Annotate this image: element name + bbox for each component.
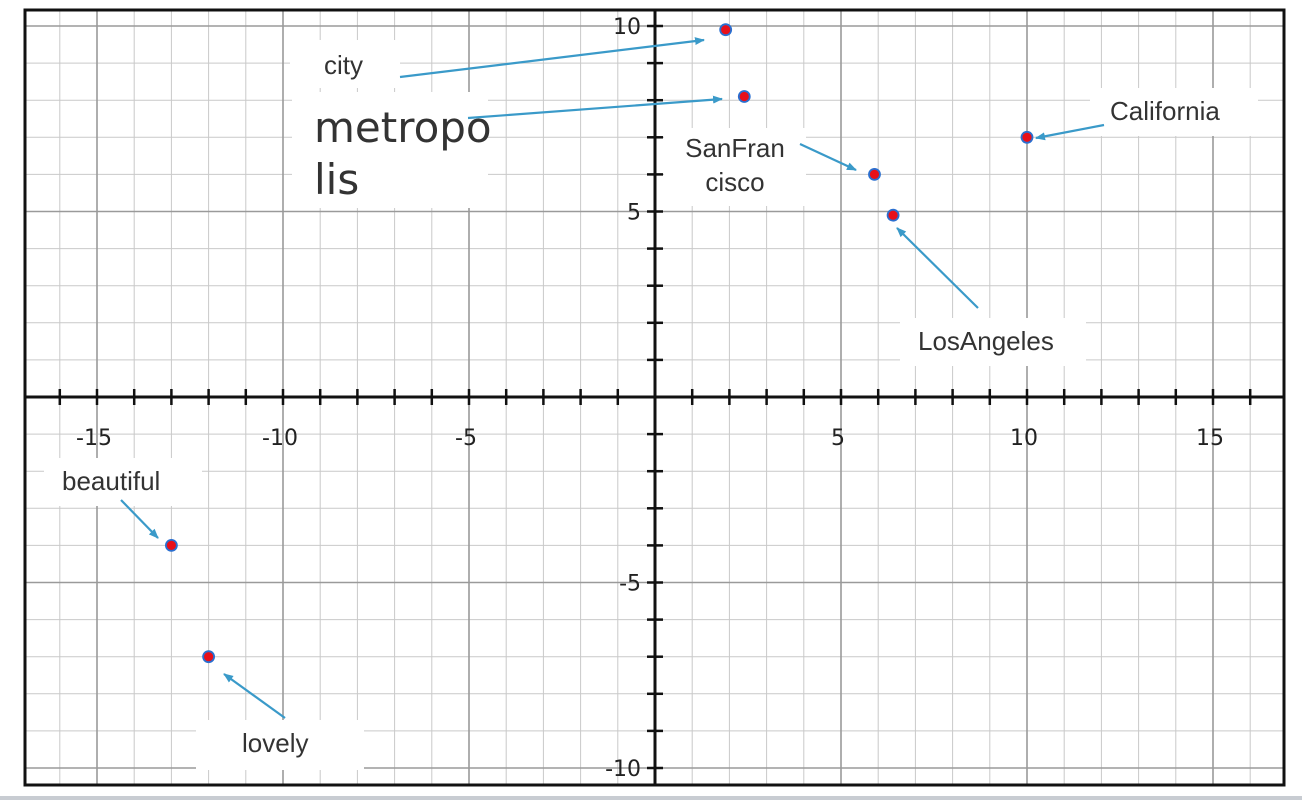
x-tick-label: -5 [455, 426, 477, 451]
data-point-city [719, 23, 733, 37]
data-point-metropolis [737, 90, 751, 103]
annotation-box-sanfrancisco [664, 128, 806, 206]
annotation-arrow-city [399, 37, 705, 79]
y-tick-label: -5 [619, 572, 641, 597]
data-point-sanfrancisco [868, 167, 881, 181]
tick-labels: -15 -10 -5 5 10 15 10 5 -5 -10 [76, 15, 1224, 782]
y-tick-label: 10 [613, 15, 641, 40]
annotation-label-losangeles: LosAngeles [918, 326, 1054, 356]
plot-frame [23, 8, 1286, 787]
annotation-box-city [290, 40, 400, 88]
annotation-label-city: city [324, 50, 363, 80]
annotation-arrow-beautiful [120, 499, 159, 539]
x-tick-label: 10 [1010, 426, 1038, 451]
y-tick-label: 5 [627, 201, 641, 226]
annotation-arrow-sanfrancisco [799, 143, 857, 171]
annotation-box-beautiful [44, 458, 202, 506]
annotation-label-metropolis: metropo [314, 103, 492, 152]
annotation-label-beautiful: beautiful [62, 466, 160, 496]
x-tick-label: 15 [1196, 426, 1224, 451]
window-bottom-edge [0, 796, 1302, 800]
annotation-label-california: California [1110, 96, 1220, 126]
data-point-losangeles [886, 208, 900, 222]
annotation-box-california [1090, 88, 1258, 136]
annotation-arrow-metropolis [467, 95, 723, 120]
annotation-label-metropolis: lis [314, 155, 359, 204]
annotation-label-sanfrancisco: cisco [705, 167, 764, 197]
y-tick-label: -10 [605, 757, 641, 782]
x-tick-label: -10 [262, 426, 298, 451]
x-tick-label: -15 [76, 426, 112, 451]
annotation-box-metropolis [292, 92, 488, 208]
data-points [164, 23, 1034, 664]
axes [25, 10, 1284, 785]
data-point-lovely [202, 650, 216, 664]
annotation-label-sanfrancisco: SanFran [685, 133, 785, 163]
annotation-arrow-california [1035, 123, 1105, 141]
x-tick-label: 5 [831, 426, 845, 451]
annotation-box-lovely [196, 720, 364, 770]
data-point-california [1020, 130, 1034, 144]
data-point-beautiful [164, 539, 178, 552]
annotation-box-losangeles [900, 318, 1086, 366]
annotation-arrow-losangeles [896, 227, 979, 309]
annotation-arrow-lovely [223, 673, 286, 719]
annotation-label-lovely: lovely [242, 728, 308, 758]
